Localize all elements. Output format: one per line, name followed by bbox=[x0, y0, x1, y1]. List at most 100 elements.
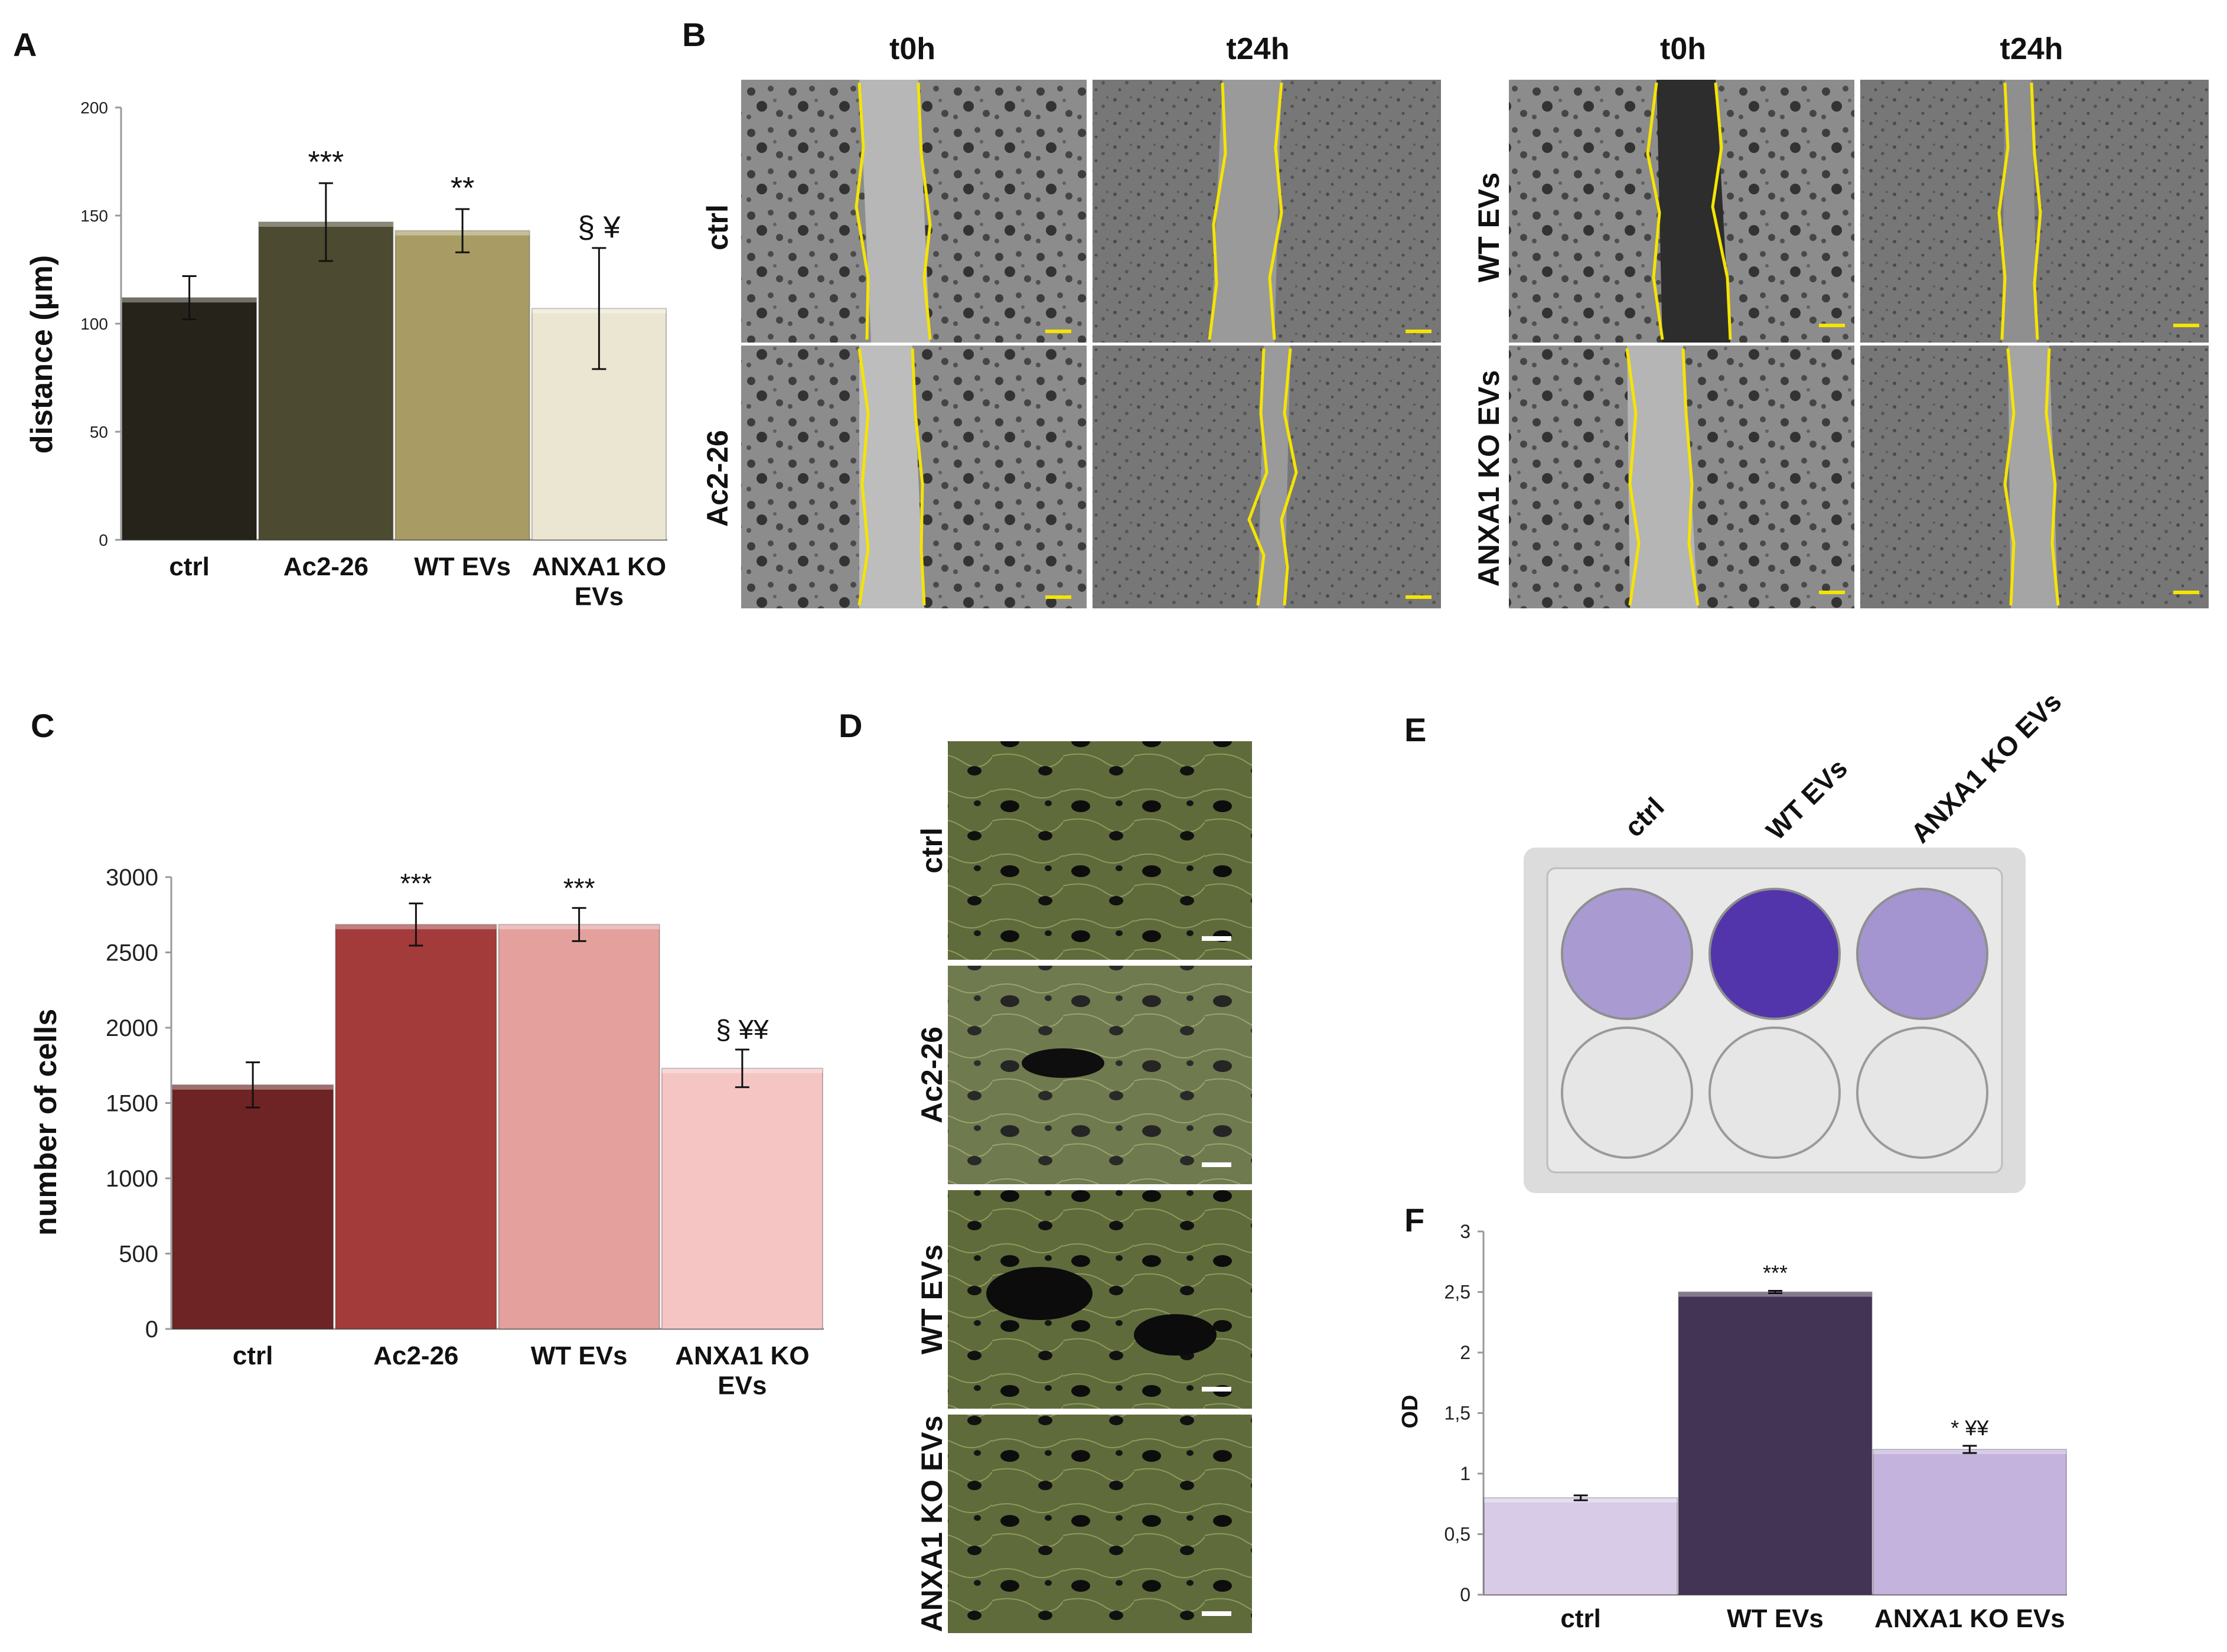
panel-a-significance: § ¥ bbox=[578, 210, 620, 245]
panel-f-bars: ctrl *** WT EVs * ¥¥ ANXA1 KO EVs bbox=[1483, 1260, 2068, 1633]
panel-a-bar-wt-evs bbox=[394, 230, 530, 540]
panel-c-ytick-label: 2000 bbox=[106, 1015, 158, 1041]
panel-c-y-label: number of cells bbox=[29, 1009, 63, 1236]
tissue-image-ctrl bbox=[948, 741, 1252, 960]
well-empty-2 bbox=[1708, 1027, 1841, 1159]
panel-f-y-label: OD bbox=[1398, 1395, 1423, 1429]
panel-e-col-ctrl: ctrl bbox=[1618, 791, 1670, 843]
panel-d-row-ac2-26: Ac2-26 bbox=[915, 1027, 948, 1123]
panel-d-row-wt-evs: WT EVs bbox=[915, 1244, 948, 1354]
panel-c-bar-anxa1-ko-evs bbox=[661, 1067, 823, 1330]
panel-f-ytick-label: 3 bbox=[1460, 1221, 1470, 1242]
panel-a-category-label: ctrl bbox=[169, 552, 209, 581]
panel-f-category-label: ANXA1 KO EVs bbox=[1874, 1604, 2065, 1633]
panel-b-row-ac2-26: Ac2-26 bbox=[701, 430, 734, 527]
panel-f-bar-wt-evs bbox=[1678, 1291, 1873, 1595]
micrograph-ctrl-t24h bbox=[1093, 80, 1441, 343]
panel-c-ytick-label: 2500 bbox=[106, 940, 158, 966]
panel-a-ytick-label: 200 bbox=[80, 99, 108, 117]
panel-f-ytick-label: 2,5 bbox=[1445, 1282, 1470, 1303]
panel-b-row-anxa1-ko-evs: ANXA1 KO EVs bbox=[1472, 370, 1505, 587]
panel-c: C number of cells 0 500 1000 1500 2000 2500 30… bbox=[29, 707, 824, 1400]
panel-f-category-label: WT EVs bbox=[1727, 1604, 1824, 1633]
panel-b: B t0h t24h t0h t24h ctrl Ac2-26 WT EVs A… bbox=[682, 16, 2209, 608]
panel-c-ytick-label: 3000 bbox=[106, 865, 158, 891]
panel-c-bar-ctrl bbox=[172, 1084, 334, 1330]
panel-f-ytick-label: 2 bbox=[1460, 1342, 1470, 1363]
panel-a-category-label: EVs bbox=[575, 582, 624, 611]
panel-a-ytick-label: 50 bbox=[90, 423, 108, 441]
panel-f-significance: *** bbox=[1763, 1260, 1788, 1285]
panel-c-significance: § ¥¥ bbox=[716, 1014, 769, 1045]
tissue-image-anxa1-ko-evs bbox=[948, 1415, 1252, 1633]
well-ctrl-stained bbox=[1561, 888, 1693, 1020]
panel-b-col-t0h-left: t0h bbox=[889, 32, 935, 66]
panel-a-bar-ctrl bbox=[122, 297, 257, 540]
well-anxa1-ko-evs-stained bbox=[1856, 888, 1988, 1020]
panel-a-letter: A bbox=[13, 26, 37, 63]
panel-e-col-wt-evs: WT EVs bbox=[1760, 752, 1853, 846]
panel-f-bar-highlight bbox=[1678, 1292, 1872, 1297]
panel-e-col-anxa1-ko-evs: ANXA1 KO EVs bbox=[1905, 686, 2067, 849]
panel-b-col-t0h-right: t0h bbox=[1660, 32, 1706, 66]
well-wt-evs-stained bbox=[1708, 888, 1841, 1020]
micrograph-anxa1-ko-evs-t0h bbox=[1509, 346, 1854, 608]
panel-f-ytick-label: 0,5 bbox=[1445, 1524, 1470, 1545]
panel-b-letter: B bbox=[682, 16, 706, 53]
panel-c-bar-ac2-26 bbox=[335, 924, 497, 1330]
panel-f-letter: F bbox=[1404, 1201, 1424, 1239]
panel-c-ticks: 0 500 1000 1500 2000 2500 3000 bbox=[106, 865, 171, 1343]
panel-c-letter: C bbox=[31, 707, 54, 744]
panel-c-bar-wt-evs bbox=[498, 924, 660, 1330]
panel-f-ytick-label: 0 bbox=[1460, 1584, 1470, 1605]
panel-b-row-ctrl: ctrl bbox=[701, 204, 734, 250]
panel-f-ytick-label: 1 bbox=[1460, 1463, 1470, 1484]
micrograph-ac2-26-t24h bbox=[1093, 346, 1441, 608]
panel-c-category-label: WT EVs bbox=[531, 1341, 628, 1370]
panel-f-ticks: 0 0,5 1 1,5 2 2,5 3 bbox=[1445, 1221, 1483, 1605]
micrograph-ac2-26-t0h bbox=[741, 346, 1087, 608]
panel-e: E ctrl WT EVs ANXA1 KO EVs bbox=[1404, 686, 2068, 1193]
panel-f-significance: * ¥¥ bbox=[1951, 1416, 1989, 1440]
panel-a-ytick-label: 0 bbox=[99, 531, 108, 549]
tissue-image-wt-evs bbox=[948, 1190, 1252, 1409]
panel-a-bar-ac2-26 bbox=[258, 221, 394, 541]
panel-b-row-wt-evs: WT EVs bbox=[1472, 172, 1505, 282]
micrograph-ctrl-t0h bbox=[741, 80, 1087, 343]
panel-a-category-label: ANXA1 KO bbox=[532, 552, 666, 581]
panel-d-letter: D bbox=[839, 707, 862, 744]
tissue-image-ac2-26 bbox=[948, 966, 1252, 1184]
panel-f-bar-anxa1-ko-evs bbox=[1872, 1449, 2068, 1595]
panel-d-row-anxa1-ko-evs: ANXA1 KO EVs bbox=[915, 1416, 948, 1633]
panel-f-ytick-label: 1,5 bbox=[1445, 1403, 1470, 1424]
panel-c-significance: *** bbox=[400, 868, 432, 899]
panel-d-row-ctrl: ctrl bbox=[915, 827, 948, 874]
panel-a-y-label: distance (µm) bbox=[25, 255, 59, 454]
panel-c-category-label: EVs bbox=[718, 1371, 767, 1400]
panel-d: D ctrl Ac2-26 WT EVs ANXA1 KO EVs bbox=[839, 707, 1252, 1633]
panel-a-ytick-label: 150 bbox=[80, 207, 108, 225]
well-empty-3 bbox=[1856, 1027, 1988, 1159]
panel-a-ytick-label: 100 bbox=[80, 315, 108, 333]
panel-c-ytick-label: 1000 bbox=[106, 1166, 158, 1192]
micrograph-wt-evs-t0h bbox=[1509, 80, 1854, 343]
panel-a-category-label: Ac2-26 bbox=[283, 552, 369, 581]
panel-f: F OD 0 0,5 1 1,5 2 2,5 3 ctrl *** WT EVs * ¥¥ ANXA… bbox=[1398, 1201, 2068, 1633]
panel-f-bar-ctrl bbox=[1483, 1497, 1678, 1595]
panel-e-letter: E bbox=[1404, 711, 1426, 748]
panel-c-category-label: Ac2-26 bbox=[373, 1341, 458, 1370]
panel-a-significance: *** bbox=[308, 145, 344, 180]
micrograph-anxa1-ko-evs-t24h bbox=[1860, 346, 2209, 608]
well-empty-1 bbox=[1561, 1027, 1693, 1159]
panel-b-col-t24h-left: t24h bbox=[1227, 32, 1290, 66]
panel-a-category-label: WT EVs bbox=[414, 552, 511, 581]
panel-c-category-label: ANXA1 KO bbox=[675, 1341, 809, 1370]
panel-f-category-label: ctrl bbox=[1560, 1604, 1600, 1633]
panel-c-ytick-label: 500 bbox=[119, 1242, 158, 1267]
panel-a-significance: ** bbox=[451, 171, 474, 206]
panel-a-ticks: 0 50 100 150 200 bbox=[80, 99, 121, 549]
panel-c-significance: *** bbox=[563, 872, 595, 903]
panel-c-ytick-label: 0 bbox=[145, 1317, 158, 1343]
